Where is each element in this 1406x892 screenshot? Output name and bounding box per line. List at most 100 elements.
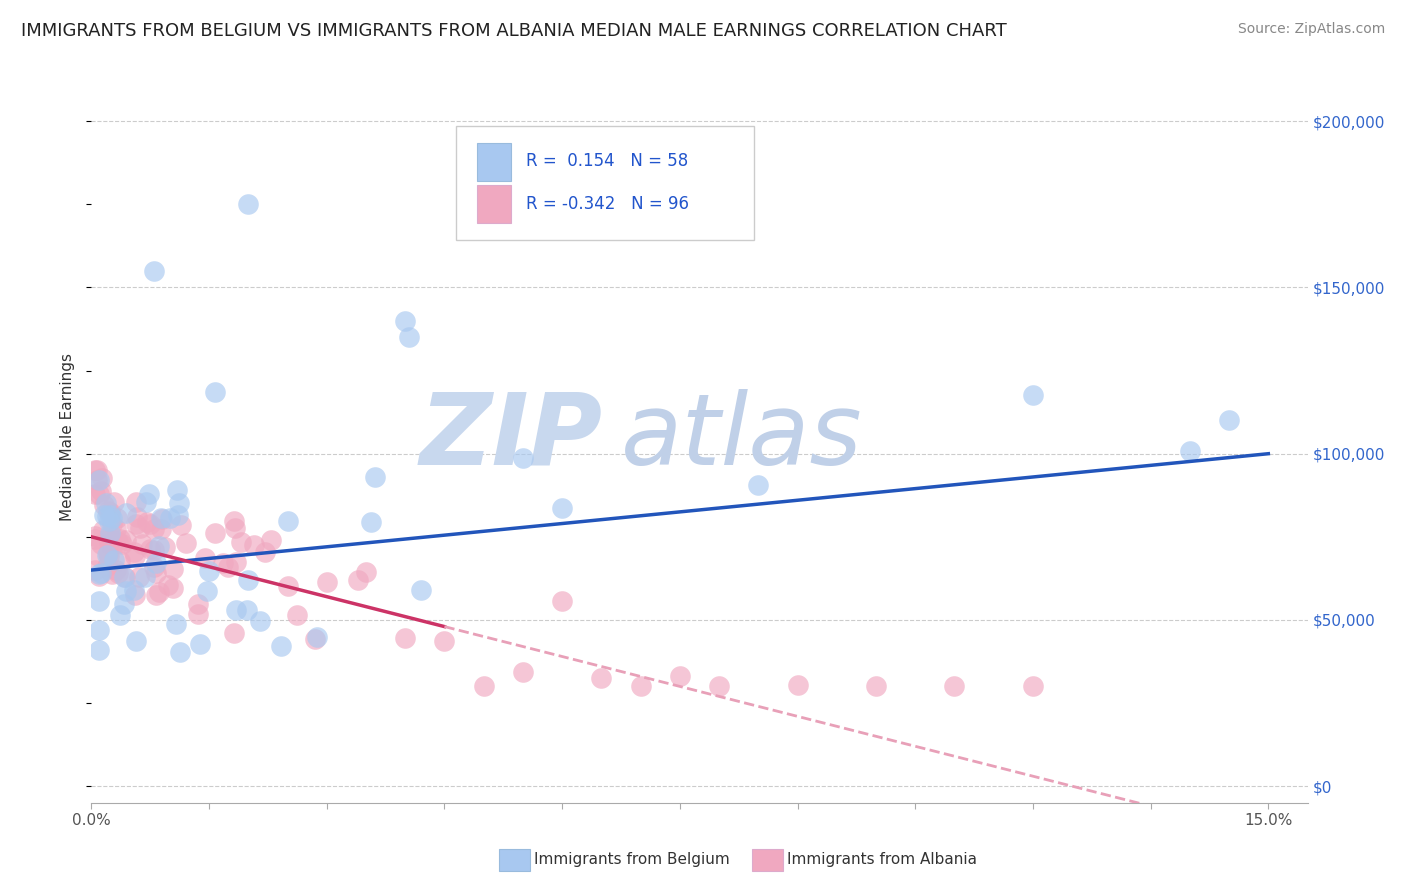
Point (93, 508, 115, 522)
Point (138, 487, 160, 501)
Point (354, 565, 377, 579)
Point (150, 511, 173, 525)
Point (134, 570, 156, 584)
Point (364, 469, 387, 483)
Point (217, 560, 239, 574)
Point (225, 555, 247, 569)
Point (96, 549, 118, 563)
Text: R =  0.154   N = 58: R = 0.154 N = 58 (526, 153, 688, 170)
Point (86, 463, 108, 477)
Point (270, 639, 292, 653)
Point (238, 573, 260, 587)
Point (156, 578, 179, 592)
Point (786, 678, 808, 692)
Point (145, 556, 167, 570)
Point (84, 532, 107, 546)
Point (96, 558, 118, 573)
Point (98, 529, 121, 543)
Point (114, 506, 136, 520)
Point (128, 521, 150, 535)
Point (89, 643, 111, 657)
Point (169, 644, 191, 658)
Point (89, 566, 111, 581)
Point (304, 632, 326, 647)
Point (145, 589, 167, 603)
Point (169, 496, 191, 510)
Point (315, 574, 337, 589)
Point (89, 569, 111, 583)
Point (249, 614, 271, 628)
Point (277, 579, 299, 593)
Point (90, 566, 112, 580)
Point (103, 495, 125, 509)
Point (90, 484, 112, 499)
Point (122, 544, 145, 558)
Point (93, 498, 115, 512)
Point (166, 483, 188, 497)
Point (84, 563, 107, 577)
Point (89, 594, 111, 608)
Point (115, 533, 138, 547)
Point (86, 473, 108, 487)
Point (105, 533, 128, 548)
Point (108, 532, 131, 546)
Point (111, 537, 134, 551)
Point (98, 526, 121, 541)
Point (1022, 388, 1045, 402)
Point (224, 625, 246, 640)
Point (472, 680, 495, 694)
Point (394, 631, 416, 645)
Point (943, 680, 966, 694)
Point (253, 545, 276, 559)
Point (104, 522, 127, 536)
Point (84, 529, 107, 543)
Point (135, 495, 157, 509)
Point (107, 566, 129, 581)
Point (236, 603, 259, 617)
Point (204, 384, 226, 399)
Point (346, 573, 368, 587)
Point (89, 473, 111, 487)
Point (152, 512, 174, 526)
Point (105, 510, 128, 524)
Point (98, 514, 121, 528)
Point (187, 598, 209, 612)
Point (394, 314, 416, 328)
Point (124, 634, 146, 648)
Point (125, 495, 148, 509)
Point (101, 567, 124, 582)
Point (93, 523, 115, 537)
Point (512, 665, 534, 680)
Point (97, 545, 120, 559)
Point (127, 510, 149, 524)
Point (242, 538, 264, 552)
Point (104, 563, 127, 577)
Point (398, 330, 420, 344)
Point (551, 594, 574, 608)
Point (865, 680, 887, 694)
Point (159, 510, 181, 524)
Point (100, 508, 122, 522)
Point (212, 556, 235, 570)
Point (225, 602, 247, 616)
Point (231, 535, 253, 549)
Point (136, 515, 159, 529)
Point (143, 559, 166, 574)
Point (307, 630, 329, 644)
Point (150, 522, 173, 536)
Point (238, 197, 260, 211)
Point (224, 514, 246, 528)
Point (195, 583, 218, 598)
Point (669, 669, 692, 683)
Point (108, 554, 131, 568)
Point (101, 511, 124, 525)
Point (176, 535, 198, 549)
Point (114, 583, 136, 598)
Point (1022, 680, 1045, 694)
Point (145, 566, 167, 581)
Point (112, 570, 135, 584)
Point (630, 680, 652, 694)
Point (114, 570, 136, 584)
Point (96, 508, 118, 523)
Point (162, 582, 184, 596)
